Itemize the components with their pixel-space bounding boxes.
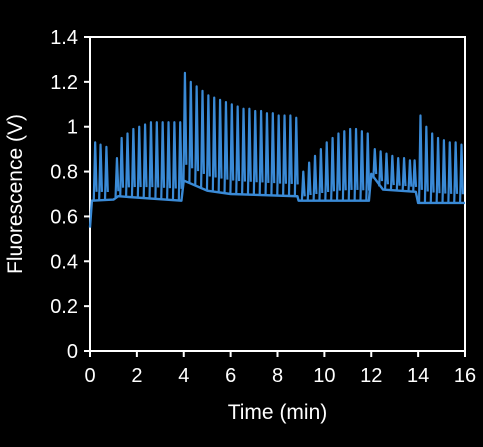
data-spike — [365, 132, 371, 201]
data-spike — [154, 121, 160, 200]
data-spike — [407, 159, 413, 192]
data-spike — [205, 94, 211, 191]
y-tick-label: 0.2 — [50, 296, 78, 318]
data-spike — [412, 159, 418, 192]
data-spike — [125, 132, 130, 197]
x-tick-label: 4 — [178, 365, 189, 387]
data-spike — [306, 161, 312, 201]
data-spike — [347, 127, 353, 201]
data-spike — [417, 114, 423, 203]
data-spike — [92, 141, 98, 201]
data-spike — [447, 141, 453, 203]
y-tick-label: 1.4 — [50, 27, 78, 49]
data-spike — [318, 148, 324, 201]
data-spike — [235, 105, 241, 195]
x-tick-label: 6 — [225, 365, 236, 387]
data-spike — [383, 152, 389, 190]
data-spike — [264, 112, 270, 196]
data-spike — [401, 157, 407, 192]
data-spike — [293, 116, 299, 197]
data-spike — [188, 80, 194, 184]
data-spike — [223, 100, 229, 194]
data-spike — [148, 121, 154, 199]
data-spike — [171, 121, 177, 201]
data-spike — [130, 127, 136, 198]
x-axis-ticks: 0 2 4 6 8 10 12 14 16 — [84, 351, 476, 387]
data-spike — [441, 139, 447, 203]
y-tick-label: 0 — [67, 341, 78, 363]
data-spike — [335, 132, 341, 201]
data-spike — [160, 121, 166, 200]
data-spike — [182, 71, 188, 182]
data-spike — [258, 109, 264, 196]
data-spike — [435, 136, 441, 203]
data-spike — [200, 89, 205, 189]
data-spike — [372, 148, 378, 179]
data-spike — [229, 103, 235, 195]
series-baseline-line — [88, 172, 465, 228]
data-spike — [114, 157, 120, 198]
x-tick-label: 12 — [360, 365, 382, 387]
x-tick-label: 16 — [454, 365, 476, 387]
y-tick-label: 0.8 — [50, 162, 78, 184]
x-axis-label: Time (min) — [228, 401, 328, 424]
x-tick-label: 8 — [272, 365, 283, 387]
data-spike — [211, 96, 217, 192]
data-spike — [359, 130, 365, 201]
data-spike — [246, 107, 252, 195]
data-spike — [241, 107, 247, 195]
data-spike — [312, 154, 318, 201]
data-spike — [341, 130, 347, 201]
plot-area — [88, 36, 466, 352]
data-spike — [270, 112, 276, 196]
data-spike — [177, 121, 183, 201]
y-tick-label: 0.6 — [50, 206, 78, 228]
data-spike — [378, 150, 384, 187]
y-tick-label: 0.4 — [50, 251, 78, 273]
data-spike — [429, 132, 435, 203]
data-spike — [252, 109, 258, 195]
x-tick-label: 14 — [407, 365, 429, 387]
data-spike — [136, 125, 142, 198]
data-spike — [287, 114, 293, 197]
data-spike — [395, 157, 401, 191]
y-tick-label: 1.2 — [50, 72, 78, 94]
data-spike — [423, 125, 429, 203]
data-spike — [166, 121, 172, 200]
x-tick-label: 10 — [313, 365, 335, 387]
data-spike — [194, 85, 200, 187]
data-spike — [389, 154, 395, 191]
data-spike — [300, 170, 306, 201]
x-tick-label: 2 — [131, 365, 142, 387]
data-spike — [330, 136, 336, 201]
data-spike — [103, 145, 109, 200]
y-axis-label: Fluorescence (V) — [4, 114, 27, 274]
data-spike — [353, 127, 359, 201]
data-spike — [98, 143, 104, 201]
data-spike — [458, 143, 464, 203]
x-tick-label: 0 — [84, 365, 95, 387]
data-spike — [282, 114, 288, 196]
y-tick-label: 1 — [67, 117, 78, 139]
data-spike — [324, 141, 330, 201]
data-spike — [217, 98, 223, 193]
data-spike — [142, 123, 148, 199]
data-spike — [119, 136, 125, 197]
data-spike — [453, 141, 459, 203]
data-spike — [276, 114, 282, 196]
y-axis-ticks: 0 0.2 0.4 0.6 0.8 1 1.2 1.4 — [50, 27, 90, 363]
